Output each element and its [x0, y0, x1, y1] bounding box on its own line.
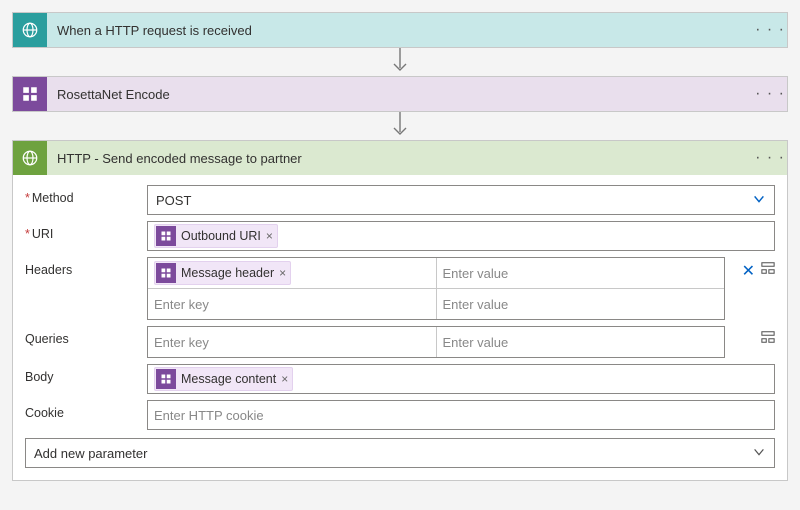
globe-icon	[13, 13, 47, 47]
queries-label: Queries	[25, 326, 147, 358]
step-http-send: HTTP - Send encoded message to partner ·…	[12, 140, 788, 481]
method-select[interactable]: POST	[147, 185, 775, 215]
header-key-input[interactable]: Message header ×	[148, 258, 436, 288]
workflow-canvas: When a HTTP request is received · · · Ro…	[12, 12, 788, 481]
ellipsis-icon[interactable]: · · ·	[753, 149, 787, 167]
header-key-input[interactable]: Enter key	[148, 289, 436, 319]
switch-mode-icon[interactable]	[761, 261, 775, 278]
delete-row-icon[interactable]: ✕	[742, 261, 755, 281]
token-message-content[interactable]: Message content ×	[154, 367, 293, 391]
table-row: Enter key Enter value	[148, 288, 724, 319]
remove-token-icon[interactable]: ×	[279, 266, 286, 280]
connector-arrow	[12, 48, 788, 76]
step-http-request[interactable]: When a HTTP request is received · · ·	[12, 12, 788, 48]
connector-arrow	[12, 112, 788, 140]
headers-table: Message header × Enter value Enter key E…	[147, 257, 725, 320]
queries-table: Enter key Enter value	[147, 326, 725, 358]
table-row: Message header × Enter value	[148, 258, 724, 288]
token-outbound-uri[interactable]: Outbound URI ×	[154, 224, 278, 248]
chevron-down-icon	[752, 192, 766, 209]
body-input[interactable]: Message content ×	[147, 364, 775, 394]
switch-mode-icon[interactable]	[761, 330, 775, 347]
step-rosettanet-encode[interactable]: RosettaNet Encode · · ·	[12, 76, 788, 112]
uri-label: *URI	[25, 221, 147, 251]
puzzle-icon	[156, 369, 176, 389]
add-parameter-select[interactable]: Add new parameter	[25, 438, 775, 468]
chevron-down-icon	[752, 445, 766, 462]
remove-token-icon[interactable]: ×	[281, 372, 288, 386]
add-parameter-label: Add new parameter	[34, 446, 147, 461]
step-title: HTTP - Send encoded message to partner	[47, 151, 753, 166]
headers-label: Headers	[25, 257, 147, 320]
step-title: When a HTTP request is received	[47, 23, 753, 38]
cookie-label: Cookie	[25, 400, 147, 430]
uri-input[interactable]: Outbound URI ×	[147, 221, 775, 251]
query-key-input[interactable]: Enter key	[148, 327, 436, 357]
header-value-input[interactable]: Enter value	[436, 258, 725, 288]
method-label: *Method	[25, 185, 147, 215]
step-title: RosettaNet Encode	[47, 87, 753, 102]
step-http-send-header[interactable]: HTTP - Send encoded message to partner ·…	[13, 141, 787, 175]
body-label: Body	[25, 364, 147, 394]
ellipsis-icon[interactable]: · · ·	[753, 85, 787, 103]
method-value: POST	[156, 193, 191, 208]
ellipsis-icon[interactable]: · · ·	[753, 21, 787, 39]
puzzle-icon	[156, 263, 176, 283]
header-value-input[interactable]: Enter value	[436, 289, 725, 319]
cookie-input[interactable]: Enter HTTP cookie	[147, 400, 775, 430]
globe-icon	[13, 141, 47, 175]
puzzle-icon	[13, 77, 47, 111]
puzzle-icon	[156, 226, 176, 246]
step-form: *Method POST *URI Outbound URI	[13, 175, 787, 480]
token-message-header[interactable]: Message header ×	[154, 261, 291, 285]
remove-token-icon[interactable]: ×	[266, 229, 273, 243]
table-row: Enter key Enter value	[148, 327, 724, 357]
query-value-input[interactable]: Enter value	[436, 327, 725, 357]
